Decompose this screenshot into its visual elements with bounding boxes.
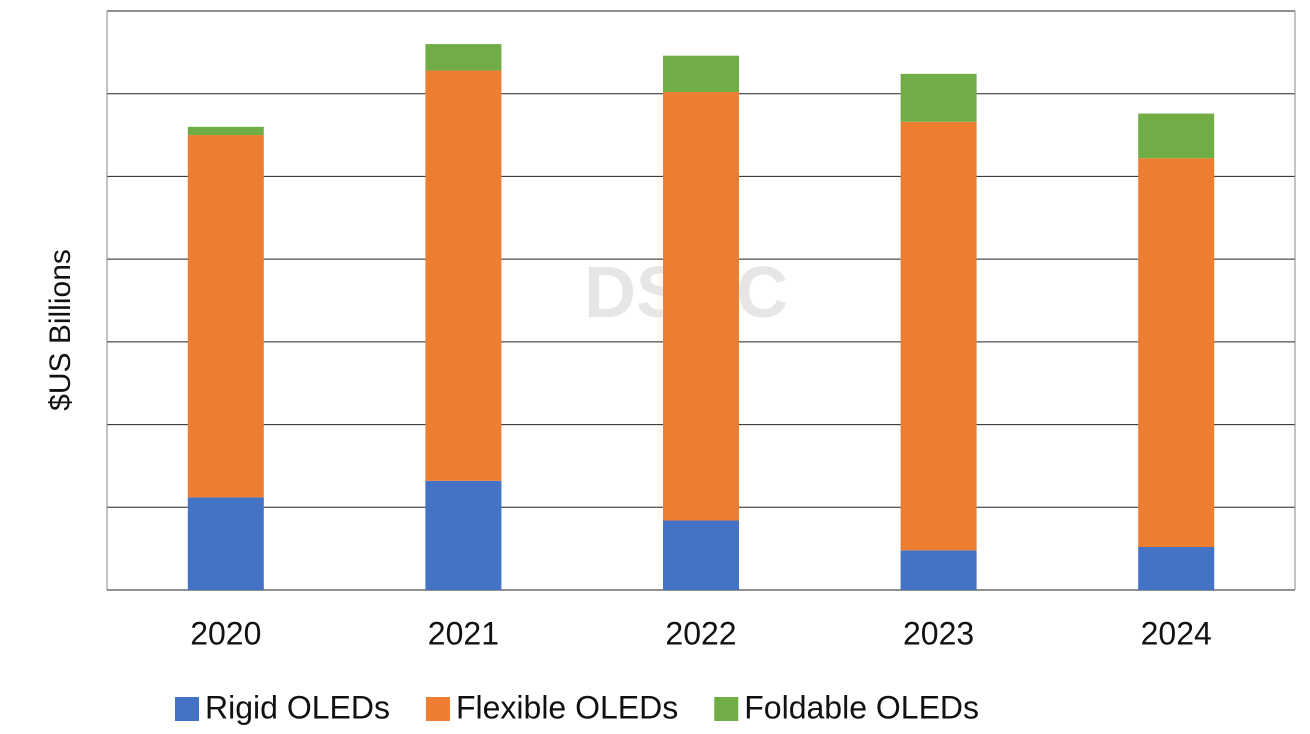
bar-segment (663, 92, 739, 521)
x-tick-label: 2024 (1141, 615, 1212, 651)
bar-segment (1138, 546, 1215, 590)
bar-segment (663, 55, 739, 93)
legend-swatch (425, 697, 450, 721)
bar-segment (1138, 158, 1215, 547)
bar-segment (425, 480, 502, 590)
bar-segment (425, 70, 502, 481)
bar-segment (900, 121, 977, 551)
bar-segment (187, 135, 264, 498)
bar-segment (663, 520, 739, 590)
bar-segment (187, 126, 264, 136)
x-tick-label: 2023 (903, 615, 974, 651)
x-tick-label: 2020 (190, 615, 261, 651)
x-tick-label: 2022 (665, 615, 736, 651)
x-tick-label: 2021 (428, 615, 499, 651)
bar-segment (187, 497, 264, 590)
bar-segment (1138, 113, 1215, 159)
bar-segment (900, 73, 977, 122)
legend-swatch (714, 697, 739, 721)
legend-label: Foldable OLEDs (744, 689, 979, 725)
legend-label: Rigid OLEDs (205, 689, 390, 725)
bar-segment (900, 550, 977, 590)
y-axis-label: $US Billions (44, 249, 77, 411)
bar-segment (425, 44, 502, 71)
legend-swatch (175, 697, 199, 721)
legend-label: Flexible OLEDs (456, 689, 678, 725)
